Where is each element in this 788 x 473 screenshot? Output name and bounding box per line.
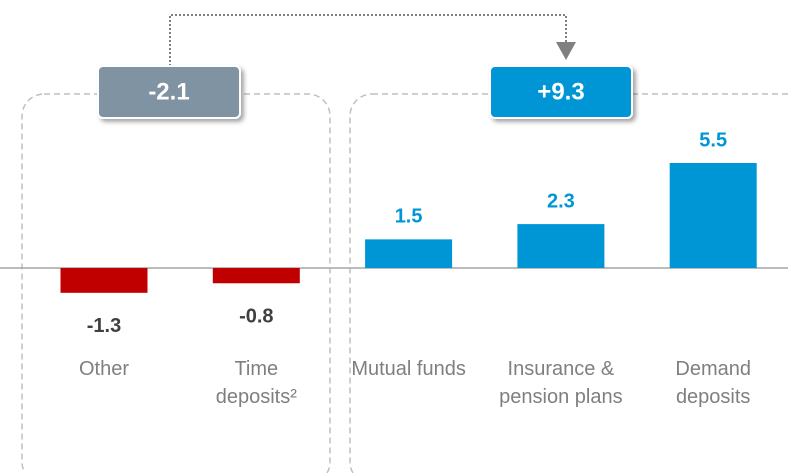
total-badge [489,65,633,119]
category-label: Insurance & pension plans [499,358,623,408]
category-label: Demand deposits [675,358,751,408]
category-label: Time deposits² [215,358,297,408]
connector [169,14,567,66]
arrow-head [556,42,576,60]
bar [60,268,148,293]
value-label: -1.3 [87,315,121,337]
bar [365,239,453,268]
bar [517,224,605,268]
bar [212,268,300,284]
category-label: Other [78,358,130,380]
category-label: Mutual funds [351,358,466,380]
total-label: -2.1 [148,78,189,105]
value-label: 1.5 [395,206,423,228]
value-label: -0.8 [239,306,273,328]
total-badge [97,65,241,119]
value-label: 2.3 [547,190,575,212]
bar [669,163,757,268]
total-label: +9.3 [537,78,584,105]
value-label: 5.5 [699,129,727,151]
group-box [349,93,788,473]
